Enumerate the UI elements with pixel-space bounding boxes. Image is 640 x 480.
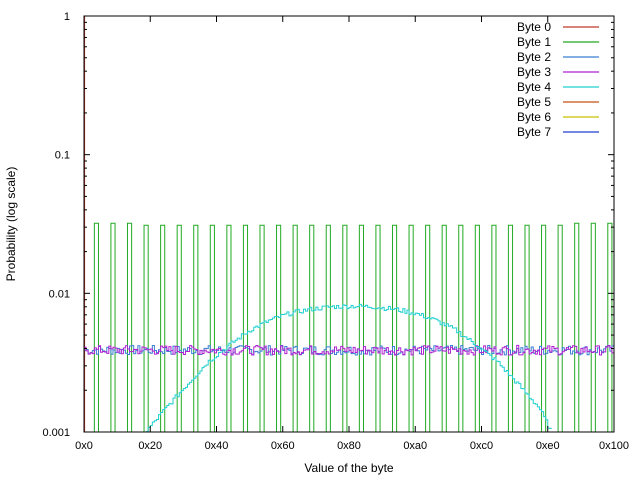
x-axis-label: Value of the byte — [304, 461, 394, 475]
x-tick-label: 0x100 — [599, 440, 629, 452]
legend-label-byte-7: Byte 7 — [517, 125, 551, 139]
series-byte-1-peak — [110, 222, 116, 432]
series-byte-1-peak — [441, 224, 447, 432]
series-byte-1-peak — [458, 224, 464, 432]
series-byte-4 — [146, 303, 552, 433]
series-byte-1-peak — [176, 224, 182, 432]
series-byte-1-peak — [309, 224, 315, 432]
series-byte-1-peak — [193, 224, 199, 432]
y-axis-label: Probability (log scale) — [4, 167, 18, 282]
y-tick-label: 0.1 — [55, 150, 70, 162]
series-byte-3-line — [84, 344, 614, 356]
legend-label-byte-0: Byte 0 — [517, 20, 551, 34]
series-byte-1-peak — [524, 224, 530, 432]
x-tick-label: 0xc0 — [470, 440, 493, 452]
legend-label-byte-3: Byte 3 — [517, 65, 551, 79]
x-tick-label: 0x80 — [337, 440, 361, 452]
series-byte-1-peak — [209, 224, 215, 432]
series-byte-1-peak — [375, 224, 381, 432]
chart-marks — [83, 16, 614, 433]
series-byte-1-peak — [425, 224, 431, 432]
series-byte-1-peak — [358, 224, 364, 432]
series-byte-1-peak — [557, 224, 563, 432]
series-byte-1-peak — [507, 224, 514, 432]
x-tick-label: 0x40 — [205, 440, 229, 452]
series-byte-4-line — [146, 303, 552, 433]
series-byte-1-peak — [408, 224, 414, 432]
series-byte-1-peak — [143, 224, 149, 432]
series-byte-1-peak — [574, 222, 580, 432]
x-axis: 0x0 0x20 0x40 0x60 0x80 0xa0 0xc0 0xe0 0x100 — [75, 16, 629, 452]
series-byte-1-peak — [342, 224, 348, 432]
y-tick-label: 0.01 — [49, 288, 70, 300]
series-byte-1-peak — [93, 222, 99, 432]
y-tick-label: 0.001 — [42, 427, 70, 439]
series-byte-1-peak — [491, 224, 497, 432]
series-byte-1-peak — [474, 224, 480, 432]
y-tick-label: 1 — [64, 11, 70, 23]
series-byte-1-peak — [126, 222, 133, 432]
x-tick-label: 0x60 — [271, 440, 295, 452]
legend-label-byte-4: Byte 4 — [517, 80, 551, 94]
legend-label-byte-2: Byte 2 — [517, 50, 551, 64]
series-byte-1-peak — [607, 222, 613, 432]
series-byte-1-peak — [160, 224, 166, 432]
legend-label-byte-1: Byte 1 — [517, 35, 551, 49]
series-byte-1-peak — [590, 222, 596, 432]
series-byte-1-peak — [226, 224, 232, 432]
x-tick-label: 0x0 — [75, 440, 93, 452]
series-byte-1 — [93, 222, 613, 432]
series-byte-1-peak — [276, 224, 282, 432]
x-tick-label: 0xa0 — [403, 440, 427, 452]
x-tick-label: 0xe0 — [536, 440, 560, 452]
series-byte-1-peak — [259, 224, 265, 432]
series-byte-3 — [84, 344, 614, 356]
series-byte-1-peak — [391, 224, 398, 432]
x-tick-label: 0x20 — [138, 440, 162, 452]
series-byte-1-peak — [292, 224, 298, 432]
legend-label-byte-5: Byte 5 — [517, 95, 551, 109]
legend-label-byte-6: Byte 6 — [517, 110, 551, 124]
series-byte-1-peak — [325, 224, 331, 432]
y-axis: 1 0.1 0.01 0.001 — [42, 11, 614, 439]
series-byte-1-peak — [541, 224, 547, 432]
series-byte-1-peak — [242, 224, 249, 432]
